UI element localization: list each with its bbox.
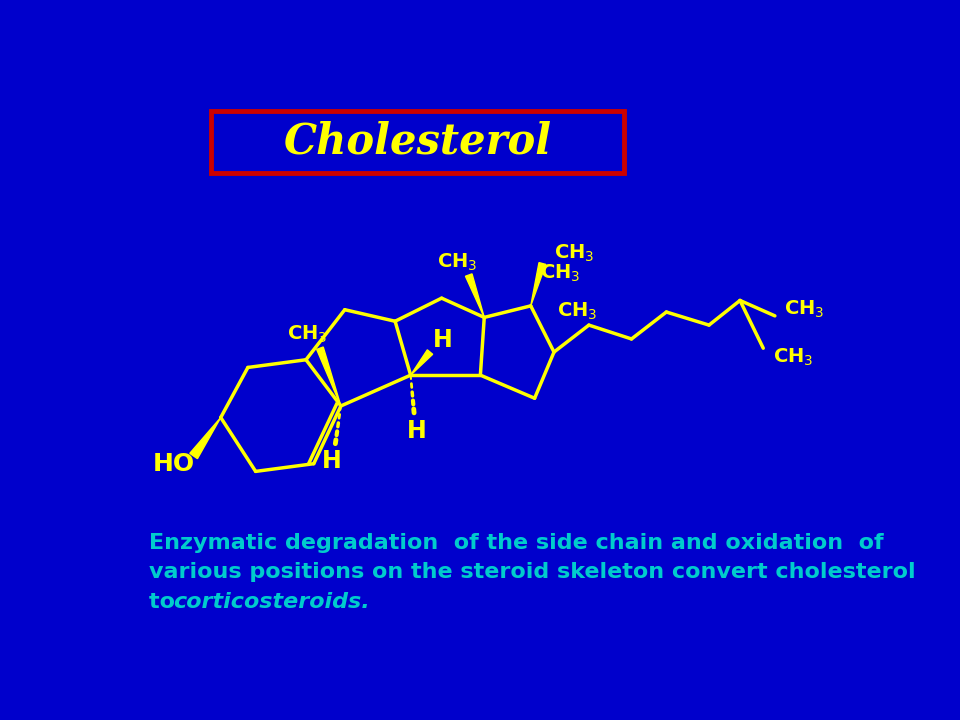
- Text: CH$_3$: CH$_3$: [554, 243, 594, 264]
- Polygon shape: [466, 274, 484, 318]
- Polygon shape: [531, 263, 545, 306]
- Polygon shape: [411, 350, 433, 375]
- Text: H: H: [433, 328, 452, 353]
- Text: H: H: [322, 449, 342, 473]
- Text: to: to: [150, 592, 183, 611]
- Text: CH$_3$: CH$_3$: [287, 324, 327, 345]
- Polygon shape: [317, 347, 341, 406]
- Text: CH$_3$: CH$_3$: [437, 251, 477, 273]
- Bar: [211, 111, 624, 173]
- Text: CH$_3$: CH$_3$: [773, 347, 813, 368]
- Text: H: H: [407, 418, 426, 443]
- Text: Enzymatic degradation  of the side chain and oxidation  of: Enzymatic degradation of the side chain …: [150, 533, 884, 553]
- Text: Cholesterol: Cholesterol: [283, 121, 552, 163]
- Text: CH$_3$: CH$_3$: [540, 263, 581, 284]
- Text: HO: HO: [154, 451, 195, 476]
- Text: CH$_3$: CH$_3$: [557, 300, 597, 322]
- Text: CH$_3$: CH$_3$: [784, 299, 825, 320]
- Text: corticosteroids.: corticosteroids.: [173, 592, 370, 611]
- Text: various positions on the steroid skeleton convert cholesterol: various positions on the steroid skeleto…: [150, 562, 916, 582]
- Polygon shape: [190, 418, 221, 459]
